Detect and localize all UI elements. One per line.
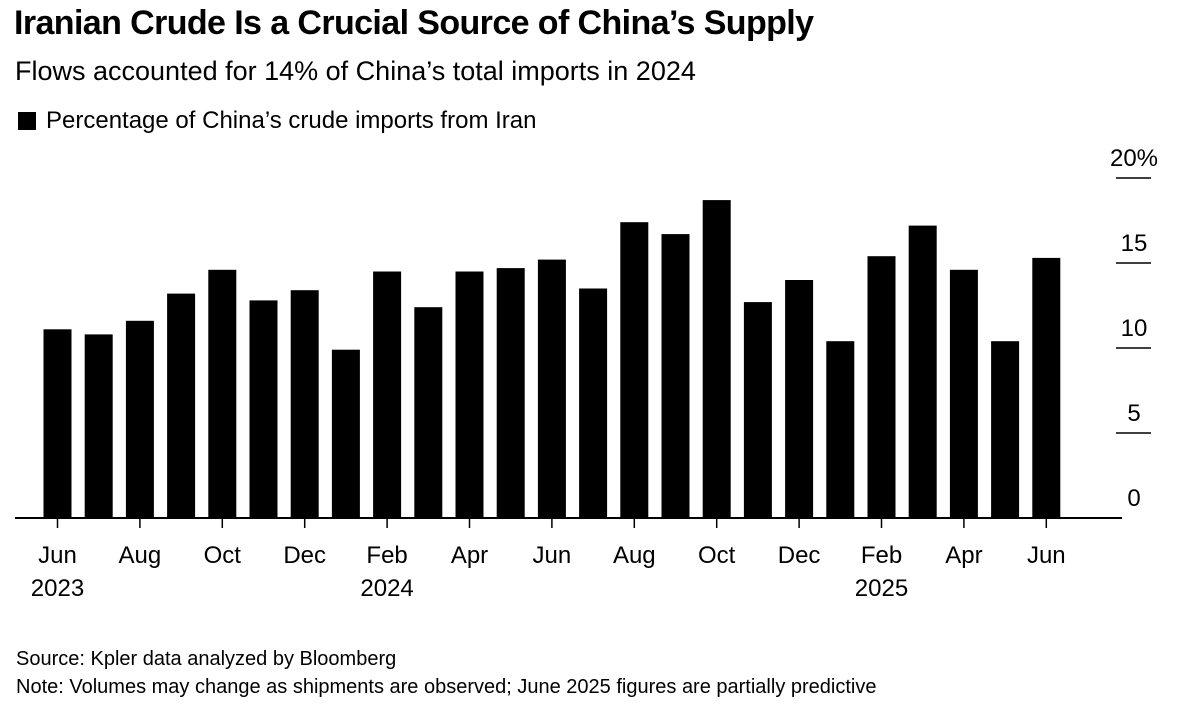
y-tick-label-3: 15 [1121, 230, 1148, 257]
source-note: Source: Kpler data analyzed by Bloomberg [16, 648, 397, 670]
bar-17 [743, 302, 772, 518]
x-tick-label-2: Oct [204, 542, 242, 569]
bar-23 [991, 341, 1020, 518]
x-tick-label-7: Aug [613, 542, 656, 569]
bar-10 [455, 271, 484, 518]
bar-11 [496, 268, 525, 518]
bar-15 [661, 234, 690, 518]
bar-18 [785, 280, 814, 518]
bar-5 [249, 300, 278, 518]
y-tick-label-2: 10 [1121, 315, 1148, 342]
bar-19 [826, 341, 855, 518]
legend-swatch [18, 112, 36, 130]
y-tick-label-0: 0 [1127, 485, 1140, 512]
bar-13 [579, 288, 608, 518]
x-tick-label-12: Jun [1027, 542, 1066, 569]
x-tick-label-10: Feb [861, 542, 902, 569]
bar-chart: 0 5 10 15 20% Jun 2023 Aug Oct Dec Feb 2024 Apr Jun Au… [15, 145, 1158, 602]
bar-20 [867, 256, 896, 518]
x-tick-year-4: 2024 [360, 575, 413, 602]
bar-8 [373, 271, 402, 518]
bar-12 [537, 259, 566, 518]
legend: Percentage of China’s crude imports from… [18, 107, 536, 135]
x-tick-label-3: Dec [283, 542, 326, 569]
x-tick-label-1: Aug [119, 542, 162, 569]
x-tick-label-11: Apr [945, 542, 982, 569]
y-tick-label-4: 20% [1110, 145, 1158, 172]
bar-1 [84, 334, 113, 518]
x-tick-label-0: Jun [38, 542, 77, 569]
x-tick-label-8: Oct [698, 542, 736, 569]
bar-14 [620, 222, 649, 518]
chart-subtitle: Flows accounted for 14% of China’s total… [15, 56, 696, 86]
legend-label: Percentage of China’s crude imports from… [46, 107, 537, 134]
x-tick-label-5: Apr [451, 542, 488, 569]
bar-0 [43, 329, 72, 518]
x-tick-label-6: Jun [533, 542, 572, 569]
x-tick-year-10: 2025 [855, 575, 908, 602]
bar-22 [949, 269, 978, 518]
bar-16 [702, 200, 731, 518]
bar-21 [908, 225, 937, 518]
y-tick-label-1: 5 [1127, 400, 1140, 427]
x-tick-year-0: 2023 [31, 575, 84, 602]
bar-24 [1032, 257, 1061, 518]
x-tick-label-4: Feb [366, 542, 407, 569]
x-tick-label-9: Dec [778, 542, 821, 569]
bar-9 [414, 307, 443, 518]
footnote: Note: Volumes may change as shipments ar… [16, 676, 877, 698]
bar-7 [331, 349, 360, 518]
bar-4 [208, 269, 237, 518]
bar-3 [167, 293, 196, 518]
chart-title: Iranian Crude Is a Crucial Source of Chi… [14, 4, 814, 42]
bar-6 [290, 290, 319, 518]
bar-2 [125, 320, 154, 518]
